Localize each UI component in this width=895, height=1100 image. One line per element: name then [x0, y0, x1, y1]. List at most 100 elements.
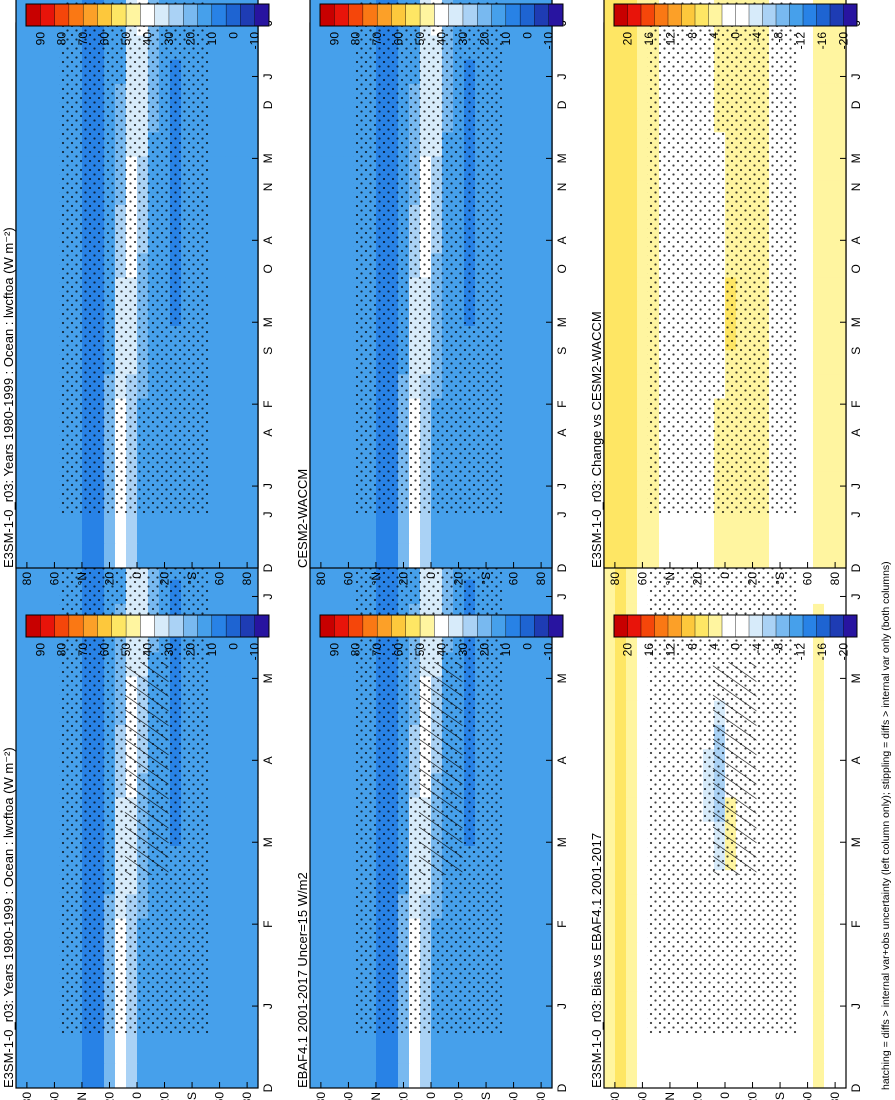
heatmap-cell	[27, 543, 39, 568]
heatmap-cell	[530, 301, 542, 326]
heatmap-cell	[332, 772, 344, 798]
heatmap-cell	[332, 228, 344, 254]
heatmap-cell	[321, 821, 333, 846]
heatmap-cell	[38, 893, 50, 919]
heatmap-cell	[310, 494, 322, 520]
heatmap-cell	[236, 966, 248, 992]
heatmap-cell	[519, 422, 531, 447]
heatmap-cell	[225, 228, 237, 254]
heatmap-cell	[824, 772, 836, 798]
heatmap-cell	[321, 131, 333, 157]
heatmap-cell	[225, 204, 237, 230]
heatmap-cell	[541, 83, 553, 109]
heatmap-cell	[321, 1063, 333, 1088]
heatmap-cell	[16, 83, 28, 109]
heatmap-cell	[813, 990, 825, 1016]
heatmap-cell	[802, 700, 814, 725]
heatmap-cell	[38, 59, 50, 84]
heatmap-cell	[225, 821, 237, 846]
heatmap-cell	[769, 1038, 781, 1064]
heatmap-cell	[519, 34, 531, 60]
heatmap-cell	[321, 869, 333, 895]
heatmap-cell	[343, 59, 355, 84]
heatmap-cell	[637, 724, 649, 750]
heatmap-cell	[16, 796, 28, 822]
lat-tick-label: 20	[102, 1092, 116, 1100]
heatmap-cell	[214, 990, 226, 1016]
month-tick-label: N	[555, 183, 569, 192]
heatmap-cell	[541, 446, 553, 472]
heatmap-cell	[321, 494, 333, 520]
heatmap-cell	[835, 1014, 847, 1040]
heatmap-cell	[519, 845, 531, 871]
heatmap-cell	[637, 893, 649, 919]
heatmap-cell	[115, 1038, 127, 1064]
heatmap-cell	[38, 796, 50, 822]
heatmap-cell	[225, 796, 237, 822]
heatmap-cell	[236, 252, 248, 278]
heatmap-cell	[387, 1063, 399, 1088]
heatmap-cell	[615, 1014, 627, 1040]
heatmap-cell	[835, 1063, 847, 1088]
heatmap-cell	[508, 155, 520, 181]
heatmap-cell	[27, 917, 39, 943]
lat-tick-label: 60	[213, 1092, 227, 1100]
heatmap-cell	[376, 518, 388, 544]
heatmap-cell	[181, 543, 193, 568]
heatmap-cell	[225, 1038, 237, 1064]
lat-tick-label: °S	[479, 572, 493, 585]
heatmap-cell	[508, 59, 520, 84]
month-tick-label: J	[261, 1003, 275, 1009]
heatmap-cell	[16, 180, 28, 205]
heatmap-cell	[604, 869, 616, 895]
heatmap-cell	[541, 1063, 553, 1088]
heatmap-cell	[247, 543, 259, 568]
heatmap-cell	[82, 543, 94, 568]
heatmap-cell	[247, 845, 259, 871]
heatmap-cell	[508, 543, 520, 568]
heatmap-cell	[321, 942, 333, 967]
heatmap-cell	[38, 131, 50, 157]
heatmap-cell	[802, 1038, 814, 1064]
heatmap-cell	[343, 1038, 355, 1064]
heatmap-cell	[49, 446, 61, 472]
month-tick-label: A	[555, 429, 569, 437]
heatmap-cell	[321, 724, 333, 750]
heatmap-cell	[137, 543, 149, 568]
heatmap-cell	[387, 543, 399, 568]
heatmap-cell	[49, 349, 61, 375]
heatmap-cell	[93, 1063, 105, 1088]
heatmap-cell	[214, 59, 226, 84]
heatmap-cell	[508, 1014, 520, 1040]
heatmap-cell	[541, 748, 553, 774]
heatmap-cell	[541, 1038, 553, 1064]
heatmap-cell	[214, 845, 226, 871]
heatmap-cell	[16, 966, 28, 992]
month-tick-label: S	[555, 347, 569, 355]
month-tick-label: M	[555, 837, 569, 847]
heatmap-cell	[519, 204, 531, 230]
heatmap-cell	[802, 917, 814, 943]
heatmap-cell	[508, 966, 520, 992]
heatmap-cell	[214, 651, 226, 677]
heatmap-cell	[310, 1014, 322, 1040]
heatmap-cell	[16, 990, 28, 1016]
heatmap-cell	[49, 966, 61, 992]
heatmap-cell	[824, 1063, 836, 1088]
heatmap-cell	[247, 180, 259, 205]
heatmap-cell	[626, 917, 638, 943]
month-tick-label: J	[261, 483, 275, 489]
heatmap-cell	[214, 470, 226, 496]
heatmap-cell	[126, 1063, 138, 1088]
hatching-overlay	[124, 662, 169, 875]
heatmap-cell	[824, 893, 836, 919]
heatmap-cell	[16, 373, 28, 399]
heatmap-cell	[49, 131, 61, 157]
heatmap-cell	[38, 34, 50, 60]
heatmap-cell	[310, 34, 322, 60]
heatmap-cell	[835, 1038, 847, 1064]
heatmap-cell	[824, 845, 836, 871]
heatmap-cell	[49, 204, 61, 230]
heatmap-cell	[409, 1063, 421, 1088]
heatmap-cell	[332, 446, 344, 472]
